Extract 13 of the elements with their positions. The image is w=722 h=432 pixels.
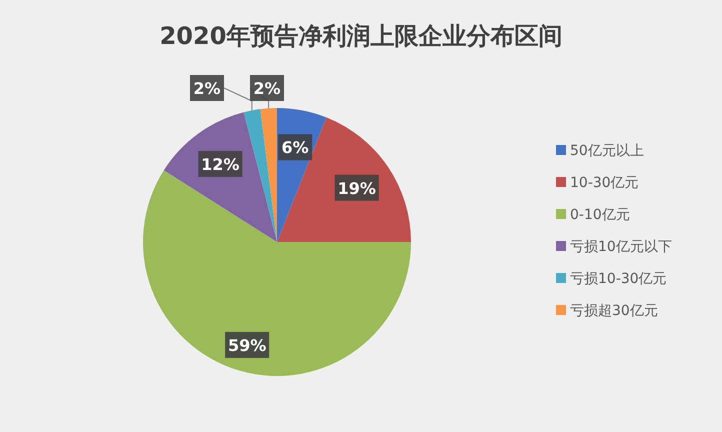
legend-label: 10-30亿元 xyxy=(570,175,639,191)
legend-label: 亏损10亿元以下 xyxy=(570,239,672,255)
legend-label: 亏损超30亿元 xyxy=(570,303,658,319)
data-label: 12% xyxy=(201,154,240,174)
legend-label: 0-10亿元 xyxy=(570,207,630,223)
data-label: 19% xyxy=(338,178,376,198)
data-label: 59% xyxy=(228,336,266,355)
data-label: 2% xyxy=(193,79,221,98)
data-label: 6% xyxy=(281,138,309,158)
data-label: 2% xyxy=(253,79,281,98)
legend-label: 亏损10-30亿元 xyxy=(570,271,667,287)
legend-label: 50亿元以上 xyxy=(570,143,644,159)
chart-title: 2020年预告净利润上限企业分布区间 xyxy=(160,22,562,50)
